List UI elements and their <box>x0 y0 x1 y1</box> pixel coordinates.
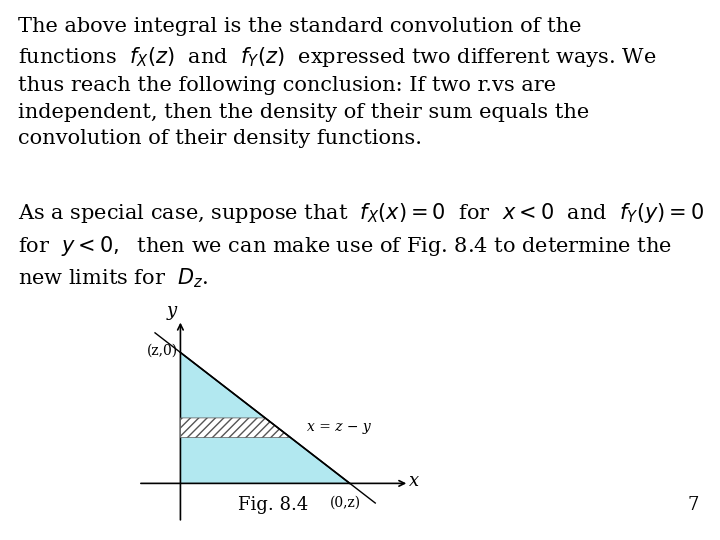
Text: x = z − y: x = z − y <box>307 420 372 434</box>
Text: (z,0): (z,0) <box>147 344 178 358</box>
Text: The above integral is the standard convolution of the
functions  $f_X(z)$  and  : The above integral is the standard convo… <box>18 17 656 149</box>
Text: Fig. 8.4: Fig. 8.4 <box>238 496 309 514</box>
Polygon shape <box>181 418 291 437</box>
Polygon shape <box>181 353 350 483</box>
Text: (0,z): (0,z) <box>330 496 361 510</box>
Text: 7: 7 <box>687 496 698 514</box>
Text: y: y <box>167 302 177 320</box>
Text: x: x <box>409 472 419 490</box>
Text: As a special case, suppose that  $f_X(x) = 0$  for  $x < 0$  and  $f_Y(y) = 0$
f: As a special case, suppose that $f_X(x) … <box>18 201 704 291</box>
